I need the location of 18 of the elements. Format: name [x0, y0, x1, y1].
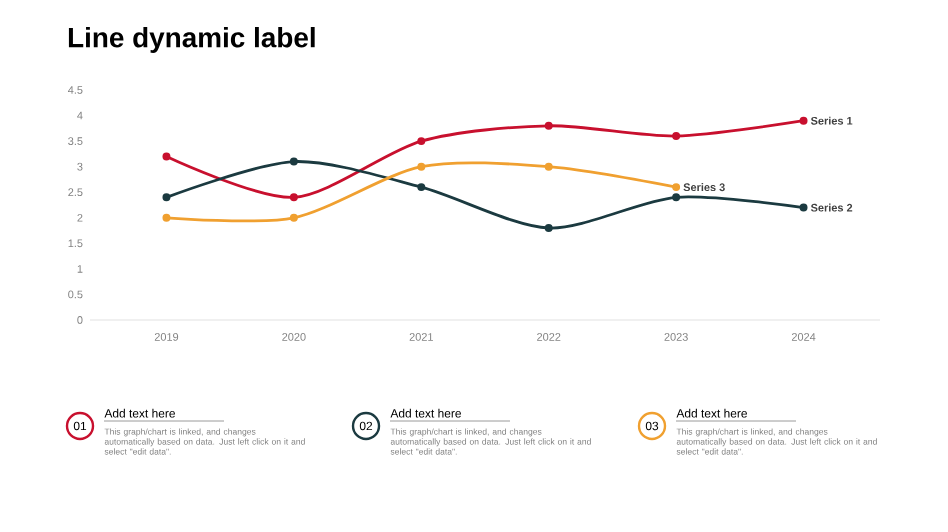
point — [417, 183, 426, 192]
point — [417, 162, 426, 171]
point — [799, 203, 808, 212]
point — [162, 193, 171, 202]
chart-title: Line dynamic label — [68, 26, 315, 53]
point — [544, 224, 553, 232]
point — [672, 193, 681, 202]
point — [672, 132, 681, 140]
point — [289, 213, 298, 222]
point — [162, 152, 171, 161]
point — [417, 137, 426, 146]
point — [544, 162, 553, 171]
point — [672, 183, 681, 192]
point — [799, 116, 808, 125]
point — [289, 157, 298, 166]
point — [162, 213, 171, 222]
point — [289, 193, 298, 202]
point — [544, 121, 553, 130]
